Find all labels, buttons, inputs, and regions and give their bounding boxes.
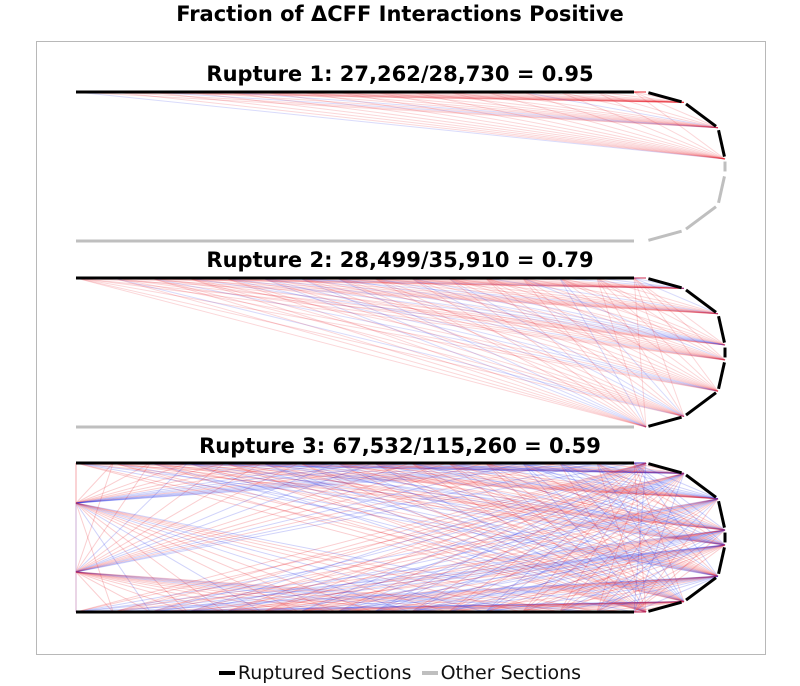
legend-label-other: Other Sections: [440, 662, 582, 684]
fault-traces: [76, 90, 727, 243]
fault-traces: [76, 276, 727, 429]
figure-title: Fraction of ΔCFF Interactions Positive: [176, 2, 624, 26]
plot-frame: [36, 41, 766, 655]
legend-item-other: Other Sections: [421, 662, 582, 684]
rupture-1-label: Rupture 1: 27,262/28,730 = 0.95: [206, 62, 594, 86]
arc-fault-segment: [717, 315, 726, 343]
arc-fault-segment: [685, 473, 717, 499]
arc-fault-segment: [717, 362, 726, 390]
legend: Ruptured Sections Other Sections: [0, 658, 800, 684]
arc-fault-segment: [685, 576, 717, 602]
arc-fault-segment: [648, 91, 682, 104]
arc-fault-segment: [685, 102, 717, 128]
arc-fault-segment: [717, 547, 726, 575]
arc-fault-segment: [717, 500, 726, 528]
legend-item-ruptured: Ruptured Sections: [218, 662, 412, 684]
interaction-lines: [75, 91, 726, 160]
arc-fault-segment: [648, 462, 682, 475]
interaction-lines: [75, 462, 726, 613]
rupture-3-label: Rupture 3: 67,532/115,260 = 0.59: [199, 434, 601, 458]
arc-fault-segment: [685, 288, 717, 314]
arc-fault-segment: [648, 229, 682, 242]
arc-fault-segment: [717, 129, 726, 157]
rupture-2-label: Rupture 2: 28,499/35,910 = 0.79: [206, 248, 594, 272]
rupture-panel-1: [75, 90, 727, 243]
arc-fault-segment: [648, 600, 682, 613]
fault-traces: [76, 461, 727, 614]
rupture-panel-2: [75, 276, 727, 429]
arc-fault-segment: [648, 277, 682, 290]
arc-fault-segment: [685, 205, 717, 231]
rupture-panel-3: [75, 461, 727, 614]
arc-fault-segment: [717, 176, 726, 204]
arc-fault-segment: [685, 391, 717, 417]
ruptured-swatch: [218, 671, 235, 675]
arc-fault-segment: [648, 415, 682, 428]
other-swatch: [421, 671, 438, 675]
interaction-lines: [75, 277, 726, 428]
legend-label-ruptured: Ruptured Sections: [237, 662, 412, 684]
